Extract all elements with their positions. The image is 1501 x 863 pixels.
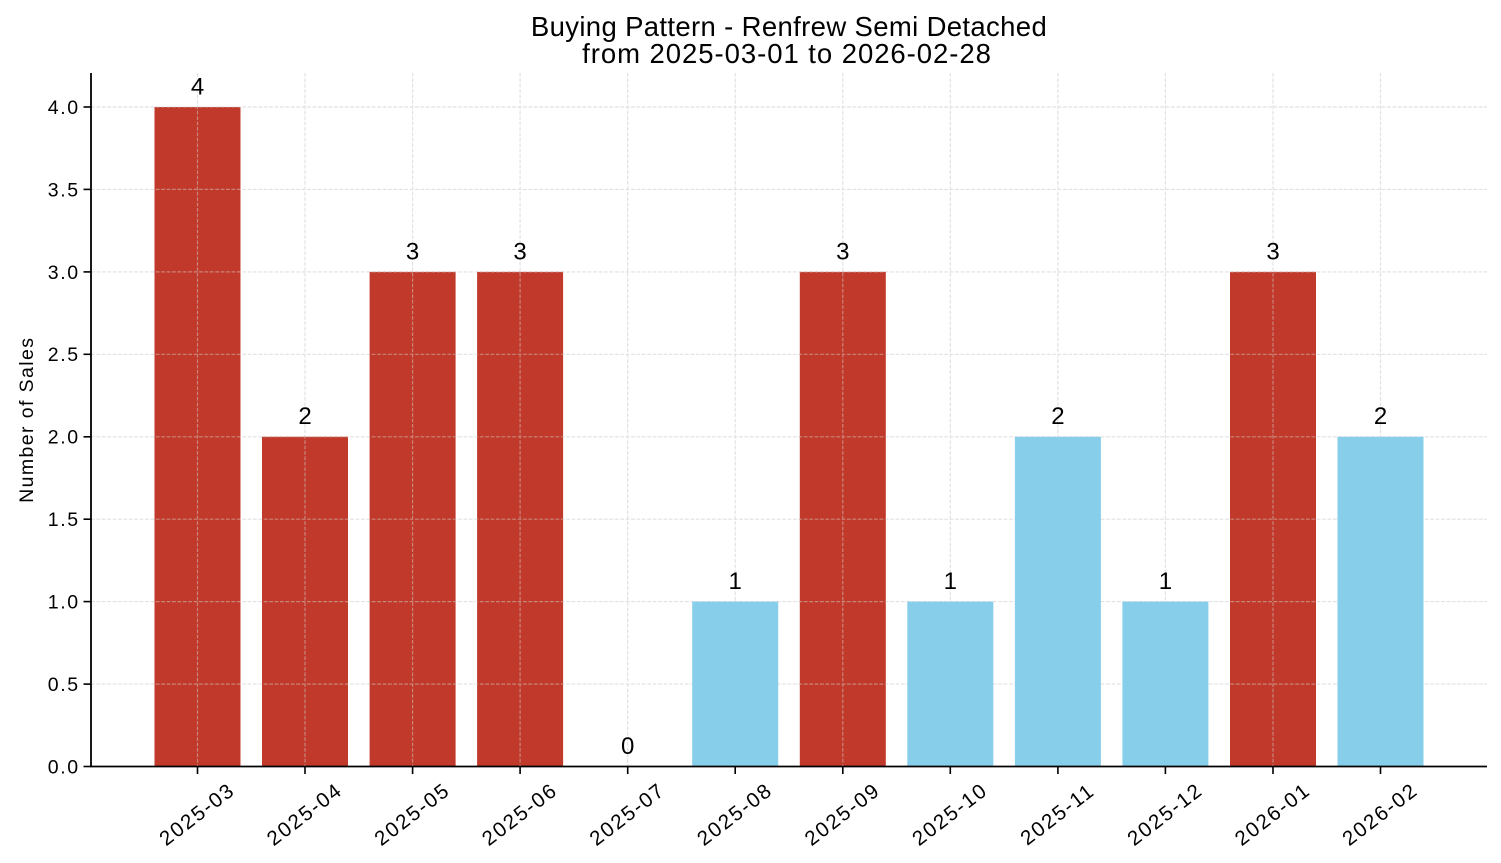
svg-text:1: 1 [1159,568,1172,595]
svg-text:4: 4 [191,74,204,101]
svg-text:3: 3 [836,238,849,265]
svg-text:3: 3 [513,238,526,265]
svg-text:1.0: 1.0 [48,592,80,614]
svg-text:2.0: 2.0 [48,427,80,449]
svg-text:3: 3 [406,238,419,265]
svg-text:Number of Sales: Number of Sales [16,337,38,503]
svg-text:1: 1 [944,568,957,595]
svg-text:Buying Pattern - Renfrew Semi: Buying Pattern - Renfrew Semi Detached [531,11,1047,42]
svg-text:2: 2 [1374,403,1387,430]
svg-text:0.0: 0.0 [48,756,80,778]
svg-text:2: 2 [298,403,311,430]
svg-text:3.0: 3.0 [48,262,80,284]
svg-text:1: 1 [729,568,742,595]
svg-text:2.5: 2.5 [48,344,80,366]
svg-text:2: 2 [1051,403,1064,430]
svg-text:3.5: 3.5 [48,179,80,201]
svg-text:0: 0 [621,733,634,760]
svg-text:0.5: 0.5 [48,674,80,696]
svg-text:4.0: 4.0 [48,97,80,119]
svg-text:1.5: 1.5 [48,509,80,531]
svg-text:from 2025-03-01 to 2026-02-28: from 2025-03-01 to 2026-02-28 [582,38,992,69]
svg-text:3: 3 [1266,238,1279,265]
